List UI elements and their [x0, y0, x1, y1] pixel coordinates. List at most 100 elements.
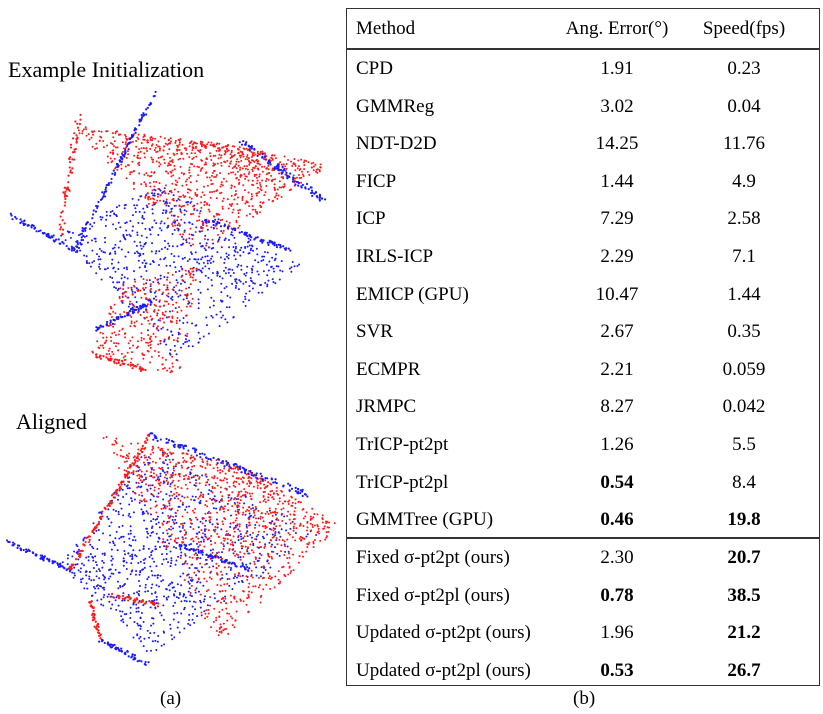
point [183, 229, 186, 232]
point [180, 151, 183, 154]
point [235, 477, 238, 480]
point [154, 137, 157, 140]
point [263, 483, 266, 486]
point [102, 146, 105, 149]
point [189, 481, 192, 484]
point [228, 612, 231, 615]
point [199, 549, 203, 552]
point [242, 251, 245, 254]
point [102, 586, 105, 589]
point [253, 148, 256, 151]
point [142, 217, 145, 220]
point [119, 449, 122, 452]
point [157, 329, 160, 332]
point [228, 463, 231, 466]
point [122, 356, 125, 359]
point [280, 172, 283, 175]
point [162, 595, 165, 598]
point [131, 136, 134, 139]
point [130, 464, 133, 467]
point [212, 620, 215, 623]
point [220, 161, 223, 164]
point [154, 545, 157, 548]
point [125, 457, 128, 460]
point [257, 291, 260, 294]
point [234, 280, 237, 283]
point [174, 307, 177, 310]
point [102, 139, 105, 142]
point [150, 624, 153, 627]
point [138, 458, 141, 461]
point [161, 449, 164, 452]
point [180, 584, 183, 587]
point [171, 471, 174, 474]
point [105, 336, 108, 339]
point [176, 281, 179, 284]
point [140, 612, 143, 615]
point [236, 465, 239, 468]
point [204, 617, 207, 620]
point [219, 491, 222, 494]
point [96, 147, 99, 150]
point [176, 485, 179, 488]
point [268, 239, 271, 242]
point [281, 165, 284, 168]
point [222, 197, 225, 200]
point [257, 517, 260, 520]
point [205, 481, 208, 484]
point [145, 470, 148, 473]
point [156, 605, 160, 608]
point [59, 562, 62, 565]
point [299, 524, 302, 527]
point [146, 150, 149, 153]
point [162, 558, 165, 561]
point [271, 536, 274, 539]
point [210, 141, 213, 144]
point [126, 314, 129, 317]
point [251, 287, 254, 290]
point [117, 317, 120, 320]
point [315, 534, 318, 537]
point [200, 551, 203, 554]
point [224, 595, 227, 598]
point [216, 462, 219, 465]
point [252, 585, 255, 588]
point [246, 546, 249, 549]
point [206, 505, 209, 508]
point [137, 485, 140, 488]
point [139, 560, 142, 563]
point [254, 557, 257, 560]
point [191, 146, 194, 149]
method-cell: Updated σ-pt2pl (ours) [356, 659, 531, 681]
point [170, 453, 173, 456]
point [130, 562, 133, 565]
point [89, 604, 92, 607]
point [179, 294, 182, 297]
point [73, 150, 76, 154]
point [271, 157, 274, 160]
point [222, 177, 225, 180]
point [187, 300, 190, 303]
point [75, 134, 78, 137]
point [183, 579, 186, 582]
point [258, 190, 261, 193]
point [215, 313, 218, 316]
point [138, 254, 141, 257]
point [145, 297, 148, 300]
point [270, 483, 273, 486]
point [63, 222, 66, 225]
point [177, 621, 180, 624]
point [278, 532, 281, 535]
point [174, 204, 177, 207]
point [51, 560, 54, 563]
point [102, 437, 105, 440]
point [172, 214, 175, 217]
point [280, 186, 283, 189]
point [88, 227, 91, 230]
point [212, 304, 215, 307]
point [289, 572, 292, 575]
point [166, 328, 169, 331]
method-cell: EMICP (GPU) [356, 283, 469, 305]
point [181, 536, 184, 539]
point [224, 318, 227, 321]
